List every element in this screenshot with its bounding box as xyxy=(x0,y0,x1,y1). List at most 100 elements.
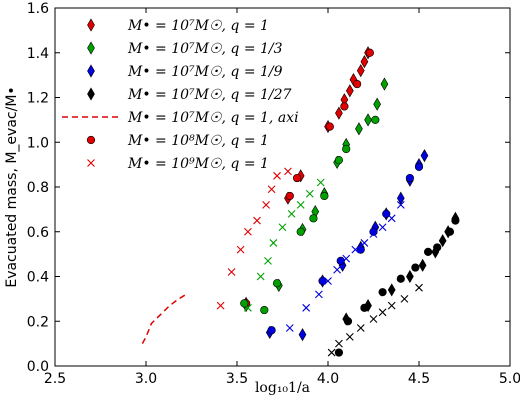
x-mark-stroke xyxy=(269,239,278,247)
data-point xyxy=(378,223,387,232)
legend-marker xyxy=(87,64,95,78)
y-tick-label: 0.8 xyxy=(27,180,49,196)
data-point xyxy=(272,279,282,288)
data-point xyxy=(227,268,236,276)
series-4 xyxy=(141,293,187,344)
x-mark-stroke xyxy=(415,283,423,292)
data-point xyxy=(345,84,354,98)
x-mark-stroke xyxy=(316,178,325,187)
x-mark-stroke xyxy=(324,277,332,285)
x-mark-stroke xyxy=(360,239,369,247)
x-tick-label: 3.5 xyxy=(226,371,248,387)
legend-label: M• = 10⁷M☉, q = 1, axi xyxy=(127,110,299,126)
x-mark-stroke xyxy=(256,272,265,281)
y-tick-label: 0.6 xyxy=(27,225,49,241)
data-point xyxy=(287,209,296,218)
y-tick-label: 1.4 xyxy=(27,46,49,62)
series-3 xyxy=(342,211,460,326)
series-0 xyxy=(242,46,372,310)
data-point xyxy=(244,227,252,236)
data-point xyxy=(296,227,305,236)
x-mark-stroke xyxy=(285,324,294,332)
x-mark-stroke xyxy=(315,290,323,299)
data-point xyxy=(356,64,365,78)
data-point xyxy=(292,173,302,183)
x-mark-stroke xyxy=(378,308,387,317)
data-point xyxy=(371,115,380,124)
legend: M• = 10⁷M☉, q = 1 M• = 10⁷M☉, q = 1/3 M• =… xyxy=(62,18,299,172)
data-point xyxy=(335,106,343,120)
series-6 xyxy=(216,167,423,357)
data-point xyxy=(267,326,276,335)
y-tick-label: 1.0 xyxy=(27,135,49,151)
x-mark-stroke xyxy=(302,303,311,312)
data-point xyxy=(296,201,305,209)
y-tick-label: 1.6 xyxy=(27,1,49,17)
data-point xyxy=(353,79,362,89)
x-tick-label: 2.5 xyxy=(44,371,66,387)
legend-label: M• = 10⁷M☉, q = 1/27 xyxy=(127,87,292,103)
data-point xyxy=(340,102,349,111)
x-mark-stroke xyxy=(278,223,287,232)
data-point xyxy=(433,243,442,252)
legend-marker xyxy=(87,41,95,55)
x-mark-stroke xyxy=(400,294,409,303)
data-point xyxy=(424,247,433,256)
data-point xyxy=(264,256,272,265)
data-point xyxy=(273,171,281,180)
data-point xyxy=(369,315,378,323)
x-mark-stroke xyxy=(342,254,351,263)
data-point xyxy=(345,333,354,341)
x-mark-stroke xyxy=(253,216,261,225)
x-mark-stroke xyxy=(387,301,396,310)
data-point xyxy=(318,276,327,286)
data-point xyxy=(382,209,391,218)
data-point xyxy=(327,348,336,357)
data-point xyxy=(369,230,378,238)
x-mark-stroke xyxy=(345,333,354,341)
data-point xyxy=(342,144,351,154)
data-point xyxy=(360,239,369,247)
data-point xyxy=(451,216,460,225)
x-mark-stroke xyxy=(369,230,378,238)
data-point xyxy=(351,245,360,254)
data-point xyxy=(320,191,329,201)
legend-label: M• = 10⁸M☉, q = 1 xyxy=(127,133,269,149)
x-mark-stroke xyxy=(216,301,225,310)
x-mark-stroke xyxy=(244,227,252,236)
data-point xyxy=(333,265,341,274)
data-point xyxy=(325,122,334,131)
x-mark-stroke xyxy=(267,185,276,194)
data-point xyxy=(378,308,387,317)
data-point xyxy=(260,305,269,315)
data-point xyxy=(400,294,409,303)
data-point xyxy=(418,258,427,272)
x-mark-stroke xyxy=(335,339,343,348)
data-point xyxy=(380,77,389,91)
data-point xyxy=(285,191,294,201)
data-point xyxy=(334,156,344,165)
data-point xyxy=(414,162,424,171)
y-axis-label: Evacuated mass, M_evac/M• xyxy=(4,86,20,287)
x-tick-label: 3.0 xyxy=(135,371,157,387)
legend-label: M• = 10⁹M☉, q = 1 xyxy=(127,156,269,172)
x-tick-label: 4.0 xyxy=(317,371,339,387)
data-point xyxy=(302,303,311,312)
x-mark-stroke xyxy=(264,256,272,265)
y-tick-label: 1.2 xyxy=(27,91,49,107)
data-point xyxy=(360,55,369,69)
legend-marker xyxy=(87,159,95,167)
x-mark-stroke xyxy=(87,159,95,167)
x-mark-stroke xyxy=(387,214,396,223)
legend-marker xyxy=(87,18,95,32)
data-point xyxy=(298,328,307,342)
x-mark-stroke xyxy=(296,201,305,209)
x-mark-stroke xyxy=(262,201,271,209)
data-point xyxy=(253,216,261,225)
data-point xyxy=(378,288,387,297)
x-mark-stroke xyxy=(351,245,360,254)
data-point xyxy=(309,214,318,223)
data-point xyxy=(387,283,396,297)
data-point xyxy=(420,149,429,163)
